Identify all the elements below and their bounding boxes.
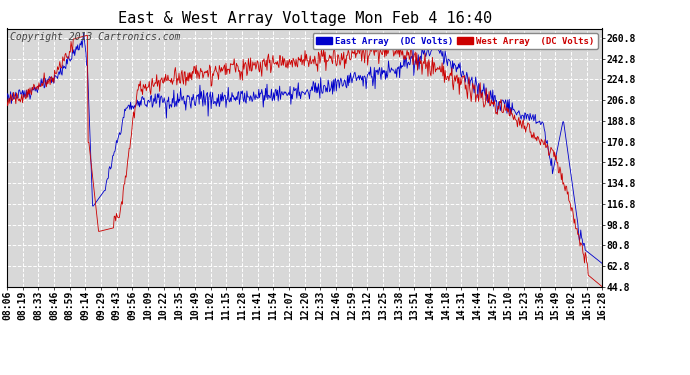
Legend: East Array  (DC Volts), West Array  (DC Volts): East Array (DC Volts), West Array (DC Vo… (313, 33, 598, 49)
Text: Copyright 2013 Cartronics.com: Copyright 2013 Cartronics.com (10, 32, 180, 42)
Title: East & West Array Voltage Mon Feb 4 16:40: East & West Array Voltage Mon Feb 4 16:4… (117, 11, 492, 26)
